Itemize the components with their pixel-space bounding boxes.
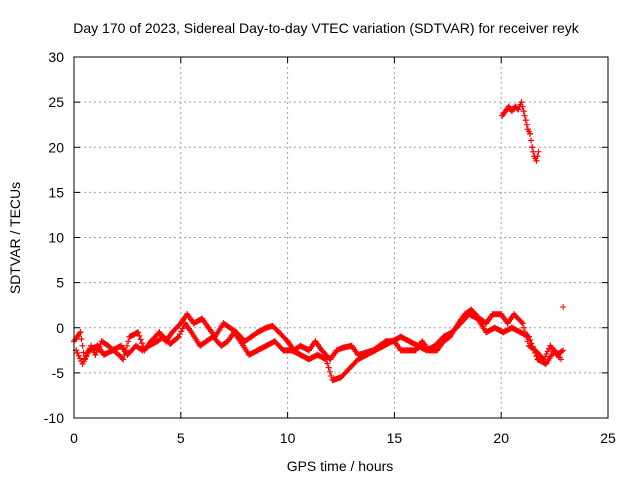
data-points [71,99,567,384]
y-tick-label: 5 [56,275,64,291]
data-point [560,303,567,310]
y-tick-label: 10 [48,230,64,246]
chart-title: Day 170 of 2023, Sidereal Day-to-day VTE… [73,20,579,36]
tick-marks [73,56,609,419]
x-axis-label: GPS time / hours [287,458,394,474]
x-tick-label: 5 [177,430,185,446]
series-trace [73,311,563,384]
y-tick-label: 0 [56,320,64,336]
x-tick-label: 0 [70,430,78,446]
x-tick-label: 20 [493,430,509,446]
x-tick-label: 10 [280,430,296,446]
y-tick-labels: -10 -5 0 5 10 15 20 25 30 [44,49,64,426]
x-tick-labels: 0 5 10 15 20 25 [70,430,616,446]
y-axis-label: SDTVAR / TECUs [7,182,23,294]
y-tick-label: 20 [48,139,64,155]
y-tick-label: 25 [48,94,64,110]
data-point [535,148,542,155]
x-tick-label: 15 [387,430,403,446]
series-trace [499,99,541,164]
y-tick-label: 15 [48,184,64,200]
x-tick-label: 25 [600,430,616,446]
y-tick-label: -5 [52,365,65,381]
y-tick-label: 30 [48,49,64,65]
y-tick-label: -10 [44,410,64,426]
